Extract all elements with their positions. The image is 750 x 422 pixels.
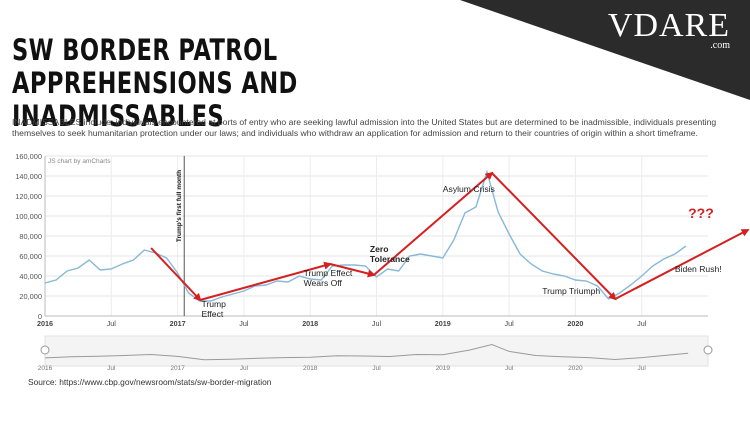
navigator-tick-label: 2016 [38, 365, 53, 372]
series-line [44, 169, 687, 302]
trend-arrow [373, 171, 494, 276]
navigator-tick-label: Jul [505, 365, 514, 372]
navigator-tick-label: Jul [240, 365, 249, 372]
definition-body: individuals encountered at ports of entr… [12, 117, 717, 138]
chart-credit: JS chart by amCharts [48, 158, 111, 165]
chart-annotation: Zero Tolerance [370, 244, 410, 264]
x-tick-label: 2017 [170, 319, 186, 328]
navigator-tick-label: 2019 [436, 365, 451, 372]
navigator-tick-label: Jul [107, 365, 116, 372]
page-title: SW BORDER PATROL APPREHENSIONS AND INADM… [12, 33, 298, 133]
event-line-label: Trump's first full month [176, 170, 183, 242]
navigator-tick-label: 2018 [303, 365, 318, 372]
trend-arrow [150, 247, 202, 302]
x-tick-label: Jul [372, 319, 382, 328]
chart-annotation: Biden Rush! [675, 264, 722, 274]
chart-annotation: Trump Triumph [542, 286, 600, 296]
x-tick-label: 2018 [302, 319, 318, 328]
navigator-tick-label: Jul [372, 365, 381, 372]
y-tick-label: 160,000 [15, 152, 42, 161]
trend-arrow [199, 261, 333, 301]
navigator-tick-label: Jul [638, 365, 647, 372]
apprehensions-chart: 0 20,000 40,000 60,000 80,000 100,000 120,000 1… [15, 152, 750, 372]
x-tick-label: Jul [107, 319, 117, 328]
trend-arrow [491, 172, 617, 301]
y-tick-label: 60,000 [19, 252, 42, 261]
x-tick-label: Jul [239, 319, 249, 328]
y-tick-label: 20,000 [19, 292, 42, 301]
chart-annotation: Trump Effect [201, 299, 226, 319]
y-tick-label: 140,000 [15, 172, 42, 181]
chart-annotation: ??? [688, 205, 714, 221]
x-tick-label: 2016 [37, 319, 53, 328]
y-tick-label: 0 [38, 312, 42, 321]
brand-name: VDARE [607, 7, 730, 44]
navigator-background [44, 335, 709, 367]
y-tick-label: 100,000 [15, 212, 42, 221]
x-tick-label: Jul [504, 319, 514, 328]
y-tick-label: 120,000 [15, 192, 42, 201]
brand-domain: .com [710, 40, 730, 51]
trend-arrow [329, 263, 376, 278]
definition-term: INADMISSABLES include: [12, 117, 114, 127]
x-tick-label: Jul [637, 319, 647, 328]
x-tick-label: 2019 [435, 319, 451, 328]
chart-annotation: Trump Effect Wears Off [304, 268, 353, 288]
navigator-handle-left[interactable] [40, 345, 50, 355]
navigator-handle-right[interactable] [703, 345, 713, 355]
x-tick-label: 2020 [567, 319, 583, 328]
brand-logo[interactable]: VDARE .com [607, 7, 730, 52]
trend-arrow [614, 229, 750, 300]
navigator-line [44, 343, 689, 361]
source-citation: Source: https://www.cbp.gov/newsroom/sta… [28, 377, 272, 387]
y-tick-label: 80,000 [19, 232, 42, 241]
navigator-tick-label: 2020 [568, 365, 583, 372]
navigator-tick-label: 2017 [170, 365, 185, 372]
chart-annotation: Asylum Crisis [443, 184, 495, 194]
definition-text: INADMISSABLES include: individuals encou… [12, 117, 727, 139]
y-tick-label: 40,000 [19, 272, 42, 281]
